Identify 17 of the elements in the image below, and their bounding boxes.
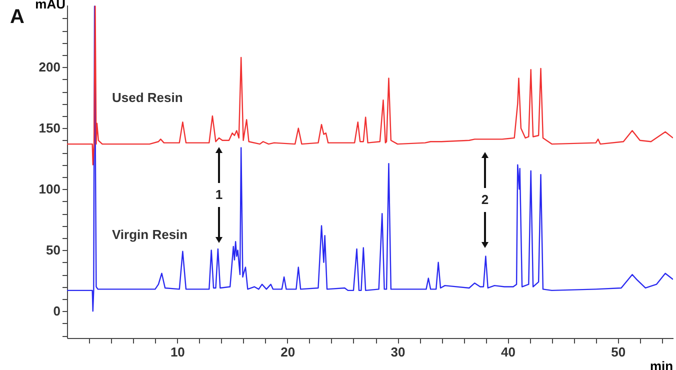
x-tick-label: 40	[500, 344, 516, 360]
x-tick-label: 30	[390, 344, 406, 360]
annotation: 2	[481, 192, 489, 207]
x-tick-label: 20	[280, 344, 296, 360]
line-series	[67, 6, 673, 166]
x-tick-label: 10	[170, 344, 185, 360]
text: A	[10, 6, 24, 28]
annotation: 1	[215, 187, 223, 202]
x-tick-label: 50	[611, 344, 626, 360]
y-tick-label: 100	[38, 182, 60, 197]
y-tick-label: 0	[53, 304, 60, 319]
series-label: Used Resin	[112, 90, 183, 105]
series-label: Virgin Resin	[112, 227, 188, 242]
y-tick-label: 50	[46, 242, 60, 258]
y-tick-label: 200	[38, 60, 60, 75]
line-series	[67, 6, 673, 312]
y-tick-label: 150	[38, 120, 60, 136]
